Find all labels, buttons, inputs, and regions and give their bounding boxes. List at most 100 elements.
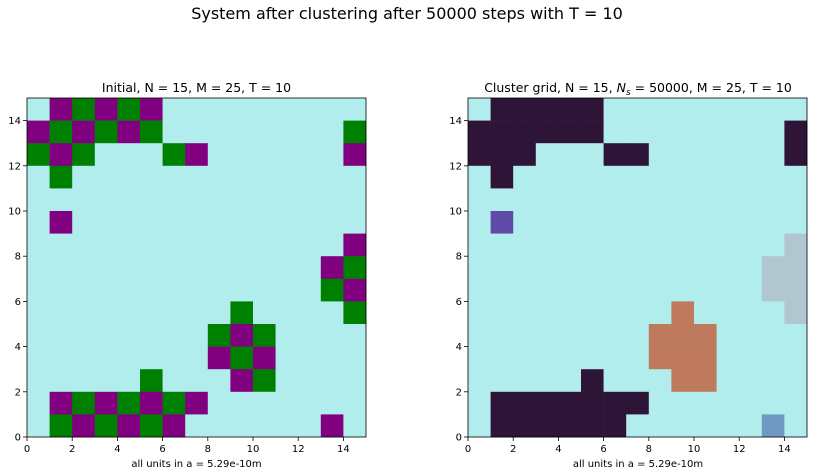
cluster-cell [603,256,627,280]
cluster-cell [716,369,740,393]
initial-cell [320,188,344,212]
cluster-cell [490,324,514,347]
cluster-cell [535,165,559,189]
initial-cell [253,188,276,212]
cluster-cell [490,143,514,167]
initial-cell [275,346,299,370]
initial-cell [27,188,50,212]
cluster-cell [581,391,604,415]
cluster-cell [468,143,491,167]
cluster-y-tick-label: 12 [449,161,462,172]
cluster-cell [761,346,785,370]
cluster-cell [603,143,627,167]
cluster-x-tick-label: 0 [465,444,471,455]
cluster-cell [671,391,695,415]
cluster-cell [626,324,650,347]
cluster-cell [490,369,514,393]
initial-cell [320,98,344,121]
cluster-cell [694,165,717,189]
initial-x-tick-label: 14 [337,444,350,455]
initial-cell [117,324,141,347]
cluster-cell [739,256,763,280]
cluster-cell [468,98,491,121]
cluster-cell [581,256,604,280]
cluster-cell [648,143,672,167]
initial-cell [253,98,276,121]
initial-cell [117,211,141,234]
initial-cell [343,414,367,438]
initial-cell [27,165,50,189]
cluster-x-tick-label: 4 [555,444,561,455]
cluster-cell [694,414,717,438]
initial-cell [49,301,73,325]
initial-cell [94,120,118,144]
cluster-cell [581,143,604,167]
initial-cell [117,120,141,144]
cluster-cell [513,369,537,393]
cluster-cell [671,98,695,121]
cluster-cell [739,369,763,393]
cluster-cell [761,143,785,167]
cluster-cell [535,369,559,393]
cluster-cell [761,165,785,189]
initial-cell [140,165,163,189]
cluster-cell [716,391,740,415]
initial-cell [72,211,96,234]
initial-cell [343,391,367,415]
initial-panel: Initial, N = 15, M = 25, T = 10 0 2 4 6 8 10 1… [8,80,367,470]
initial-cell [140,120,163,144]
initial-cell [320,324,344,347]
initial-cell [117,391,141,415]
initial-cell [140,369,163,393]
initial-cell [49,143,73,167]
initial-cell [117,278,141,302]
cluster-x-tick-label: 10 [688,444,701,455]
initial-cell [298,188,322,212]
cluster-cell [716,278,740,302]
cluster-cell [648,278,672,302]
initial-cell [140,98,163,121]
initial-cell [117,369,141,393]
initial-y-tick-label: 0 [15,433,21,444]
cluster-y-tick-label: 10 [449,207,462,218]
initial-cell [72,391,96,415]
cluster-cell [739,211,763,234]
initial-cell [207,188,231,212]
initial-cell [185,120,209,144]
initial-cell [343,346,367,370]
cluster-cell [490,414,514,438]
cluster-cell [513,165,537,189]
initial-cell [94,165,118,189]
cluster-cell [671,143,695,167]
initial-cell [253,369,276,393]
initial-cell [275,120,299,144]
initial-cell [253,414,276,438]
cluster-x-label: all units in a = 5.29e-10m [573,459,703,470]
cluster-cell [603,211,627,234]
cluster-cell [784,324,808,347]
initial-cell [117,98,141,121]
initial-cell [162,256,186,280]
initial-cell [72,188,96,212]
initial-cell [343,120,367,144]
initial-cell [275,414,299,438]
cluster-title: Cluster grid, N = 15, Ns = 50000, M = 25… [484,80,792,98]
initial-cell [117,414,141,438]
cluster-cell [468,233,491,257]
cluster-title-sub: s [626,88,631,98]
initial-cell [207,233,231,257]
initial-cell [94,324,118,347]
initial-cell [253,391,276,415]
initial-cell [253,278,276,302]
initial-cell [275,391,299,415]
figure-suptitle: System after clustering after 50000 step… [191,4,623,23]
cluster-cell [784,98,808,121]
cluster-cell [648,188,672,212]
cluster-cell [739,143,763,167]
cluster-cell [739,188,763,212]
initial-cell [49,391,73,415]
cluster-cell [581,346,604,370]
cluster-cell [784,369,808,393]
initial-cell [162,165,186,189]
